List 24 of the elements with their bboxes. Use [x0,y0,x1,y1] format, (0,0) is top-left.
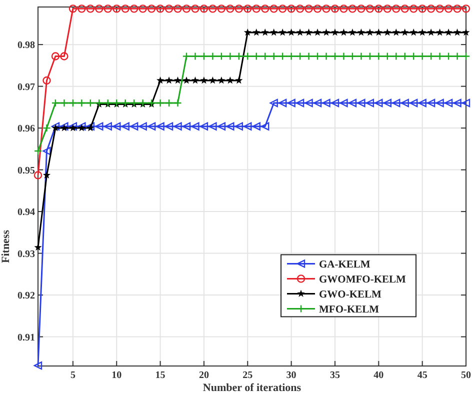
y-tick-label: 0.98 [18,40,35,52]
x-tick-label: 30 [286,370,296,381]
y-tick-label: 0.91 [18,332,35,344]
legend-label: MFO-KELM [319,304,380,316]
x-tick-label: 10 [112,370,122,381]
x-tick-label: 45 [417,370,428,381]
x-tick-label: 15 [155,370,166,381]
legend-label: GWOMFO-KELM [319,274,406,286]
legend-label: GA-KELM [319,259,370,270]
x-tick-label: 5 [70,370,76,381]
x-tick-label: 50 [461,370,471,381]
x-tick-label: 40 [374,370,384,381]
x-tick-label: 25 [242,370,253,381]
y-tick-label: 0.97 [18,82,35,93]
y-tick-label: 0.93 [18,248,35,260]
y-tick-label: 0.94 [18,207,35,218]
x-tick-label: 35 [330,370,340,381]
y-tick-label: 0.92 [18,290,35,302]
y-axis-title: Fitness [0,229,12,263]
legend-label: GWO-KELM [319,289,382,300]
x-axis-title: Number of iterations [202,382,302,394]
y-tick-label: 0.95 [18,165,35,176]
y-tick-label: 0.96 [18,124,35,135]
x-tick-label: 20 [198,370,209,381]
